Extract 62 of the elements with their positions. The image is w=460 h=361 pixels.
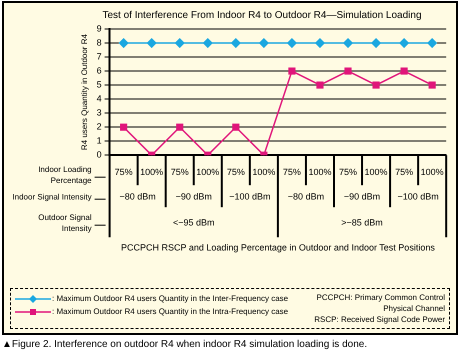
point xyxy=(288,67,296,75)
text: >−85 dBm xyxy=(341,218,383,228)
x-tick-label: 100% xyxy=(420,167,444,178)
x-tick-label: 75% xyxy=(395,167,414,178)
y-tick-label: 6 xyxy=(96,66,102,76)
point xyxy=(118,38,128,48)
x-tick-label: 100% xyxy=(140,167,164,178)
y-tick-label: 0 xyxy=(96,150,102,160)
point xyxy=(400,67,408,75)
y-tick-label: 3 xyxy=(96,108,102,118)
point xyxy=(259,38,269,48)
point xyxy=(120,124,128,131)
point xyxy=(203,38,213,48)
text: −80 dBm xyxy=(120,192,156,202)
text: RSCP: Received Signal Code Power xyxy=(313,314,445,325)
point xyxy=(399,38,409,48)
point xyxy=(231,38,241,48)
x-tick-label: 75% xyxy=(114,167,133,178)
point xyxy=(427,38,437,48)
point xyxy=(315,38,325,48)
y-tick-label: 2 xyxy=(96,122,102,132)
text: PCCPCH RSCP and Loading Percentage in Outdoor and Indoor Test Positions xyxy=(120,242,436,253)
point xyxy=(176,124,184,131)
y-tick-label: 4 xyxy=(96,94,102,104)
y-tick-label: 1 xyxy=(96,136,102,146)
text: Outdoor Signal Intensity xyxy=(38,212,92,233)
point xyxy=(371,38,381,48)
x-tick-label: 100% xyxy=(252,167,276,178)
point xyxy=(343,38,353,48)
y-tick-label: 8 xyxy=(96,38,102,48)
point xyxy=(372,82,380,89)
point xyxy=(344,67,352,75)
text: −100 dBm xyxy=(397,192,439,202)
text: −80 dBm xyxy=(288,192,324,202)
text: −100 dBm xyxy=(229,192,270,202)
x-tick-label: 100% xyxy=(196,167,220,178)
point xyxy=(287,38,297,48)
text: −90 dBm xyxy=(176,192,212,202)
legend-label: : Maximum Outdoor R4 users Quantity in the Intra-Frequency case xyxy=(52,307,288,316)
legend-label: : Maximum Outdoor R4 users Quantity in the Inter-Frequency case xyxy=(52,294,288,303)
x-tick-label: 100% xyxy=(364,167,388,178)
point xyxy=(232,124,240,131)
y-tick-label: 5 xyxy=(96,80,102,90)
y-tick-label: 7 xyxy=(96,52,102,62)
text: Indoor Signal Intensity xyxy=(12,192,92,202)
x-tick-label: 75% xyxy=(339,167,358,178)
chart-title: Test of Interference From Indoor R4 to Outdoor R4—Simulation Loading xyxy=(102,10,422,21)
x-tick-label: 75% xyxy=(226,167,245,178)
text: PCCPCH: Primary Common Control Physical Channel xyxy=(316,292,445,314)
text: −90 dBm xyxy=(344,192,380,202)
point xyxy=(316,82,324,89)
text: <−95 dBm xyxy=(172,218,215,228)
x-tick-label: 75% xyxy=(170,167,189,178)
point xyxy=(146,38,156,48)
y-tick-label: 9 xyxy=(96,23,102,34)
point xyxy=(428,82,436,89)
text: ▲Figure 2. Interference on outdoor R4 when indoor R4 simulation loading is done. xyxy=(2,339,368,350)
point xyxy=(174,38,184,48)
x-tick-label: 100% xyxy=(308,167,332,178)
x-tick-label: 75% xyxy=(282,167,301,178)
y-axis-title: R4 users Quantity in Outdoor R4 xyxy=(80,34,90,150)
text: Indoor Loading Percentage xyxy=(38,164,92,185)
